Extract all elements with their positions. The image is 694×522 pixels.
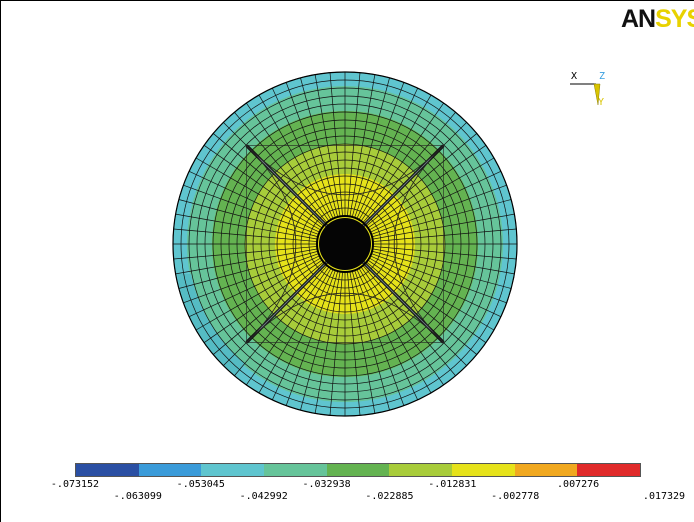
mesh-radial-55: [347, 72, 361, 217]
legend-value-9: .007276: [557, 479, 600, 490]
legend-band-5: [326, 464, 390, 476]
mesh-radial-25: [246, 266, 330, 386]
mesh-radial-7: [367, 259, 487, 343]
legend-value-10: .017329: [642, 491, 686, 502]
mesh-radial-40: [183, 184, 319, 235]
mesh-radial-29: [203, 259, 323, 343]
legend-band-4: [264, 464, 327, 476]
mesh-radial-46: [234, 112, 328, 223]
triad-x-label: X: [571, 71, 578, 82]
mesh-radial-1: [372, 246, 517, 260]
mesh-radial-58: [354, 82, 405, 218]
triad-z-label: Z: [599, 71, 606, 82]
legend-value-1: -.073152: [50, 479, 100, 490]
legend-band-7: [452, 464, 515, 476]
mesh-radial-42: [195, 157, 321, 231]
central-hub: [316, 215, 374, 273]
mesh-radial-43: [203, 145, 323, 229]
model-outer-boundary: [172, 71, 518, 417]
bracing-arc-2: [246, 145, 444, 196]
mesh-radial-44: [213, 133, 324, 227]
legend-value-8: -.002778: [491, 491, 540, 502]
legend-value-7: -.012831: [428, 479, 477, 490]
mesh-radial-71: [372, 228, 517, 242]
mesh-radial-47: [246, 102, 330, 222]
mesh-radial-67: [370, 170, 502, 233]
mesh-radial-60: [358, 94, 432, 220]
mesh-radial-49: [271, 87, 334, 219]
legend-band-6: [389, 464, 453, 476]
contour-legend-bar: [75, 463, 641, 477]
mesh-radial-48: [258, 94, 332, 220]
legend-value-5: -.032938: [302, 479, 351, 490]
legend-band-1: [76, 464, 139, 476]
contour-edge-patch: [177, 274, 245, 376]
legend-value-6: -.022885: [365, 491, 414, 502]
legend-band-2: [138, 464, 202, 476]
mesh-radial-65: [367, 145, 487, 229]
mesh-radial-59: [356, 87, 419, 219]
mesh-radial-26: [234, 265, 328, 376]
triad-y-label: Y: [598, 97, 605, 108]
mesh-radial-11: [360, 266, 444, 386]
mesh-radial-37: [173, 228, 318, 242]
triad-axes-icon: [570, 83, 601, 106]
mesh-radial-66: [369, 157, 495, 231]
mesh-radial-13: [356, 269, 419, 401]
bracing-arc-4: [246, 292, 444, 343]
ansys-logo: ANSYS: [621, 5, 694, 33]
mesh-radial-10: [362, 265, 456, 376]
mesh-radial-24: [258, 268, 332, 394]
mesh-radial-32: [183, 253, 319, 304]
mesh-radial-8: [366, 261, 477, 355]
mesh-radial-30: [195, 257, 321, 331]
mesh-radial-22: [285, 270, 336, 406]
mesh-radial-68: [371, 184, 507, 235]
mesh-radial-62: [362, 112, 456, 223]
mesh-radial-28: [213, 261, 324, 355]
mesh-radial-6: [369, 257, 495, 331]
legend-value-2: -.063099: [113, 491, 162, 502]
legend-band-9: [577, 464, 641, 476]
mesh-radial-17: [347, 271, 361, 416]
bracing-arc-1: [393, 145, 444, 343]
viewport-border-left: [0, 0, 1, 522]
legend-value-3: -.053045: [176, 479, 225, 490]
legend-band-8: [514, 464, 578, 476]
mesh-radial-64: [366, 133, 477, 227]
mesh-radial-35: [173, 246, 318, 260]
mesh-radial-53: [329, 72, 343, 217]
mesh-radial-4: [371, 253, 507, 304]
bracing-arc-3: [246, 145, 297, 343]
legend-band-3: [201, 464, 265, 476]
mesh-radial-50: [285, 82, 336, 218]
mesh-radial-41: [188, 170, 320, 233]
mesh-radial-5: [370, 255, 502, 318]
hub-core: [319, 218, 371, 270]
viewport-border-top: [0, 0, 694, 1]
mesh-radial-23: [271, 269, 334, 401]
element-mesh: [172, 71, 518, 417]
mesh-radial-19: [329, 271, 343, 416]
mesh-radial-14: [354, 270, 405, 406]
mesh-radial-31: [188, 255, 320, 318]
mesh-radial-61: [360, 102, 444, 222]
mesh-radial-12: [358, 268, 432, 394]
legend-value-4: -.042992: [239, 491, 288, 502]
hub-rim: [316, 215, 374, 273]
